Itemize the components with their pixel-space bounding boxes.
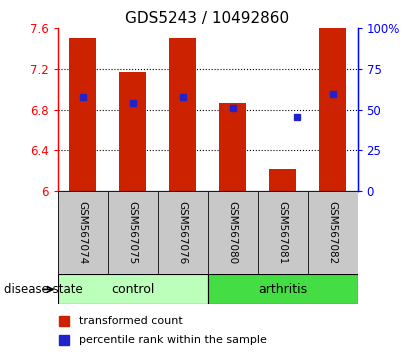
Bar [307, 191, 358, 274]
Bar [108, 191, 157, 274]
Text: disease state: disease state [4, 283, 83, 296]
Text: GSM567074: GSM567074 [78, 201, 88, 264]
Text: GSM567081: GSM567081 [277, 201, 288, 264]
Text: GSM567082: GSM567082 [328, 201, 337, 264]
Text: GSM567080: GSM567080 [228, 201, 238, 264]
Bar [208, 274, 358, 304]
Text: percentile rank within the sample: percentile rank within the sample [79, 335, 266, 345]
Bar [319, 28, 346, 191]
Bar [258, 191, 307, 274]
Text: GSM567075: GSM567075 [127, 201, 138, 264]
Bar [119, 72, 146, 191]
Bar [58, 191, 108, 274]
Bar [208, 191, 258, 274]
Bar [269, 169, 296, 191]
Bar [169, 39, 196, 191]
Bar [157, 191, 208, 274]
Text: arthritis: arthritis [258, 283, 307, 296]
Text: transformed count: transformed count [79, 316, 182, 326]
Bar [219, 103, 246, 191]
Title: GDS5243 / 10492860: GDS5243 / 10492860 [125, 11, 290, 26]
Text: GSM567076: GSM567076 [178, 201, 187, 264]
Bar [58, 274, 208, 304]
Bar [69, 39, 96, 191]
Text: control: control [111, 283, 154, 296]
